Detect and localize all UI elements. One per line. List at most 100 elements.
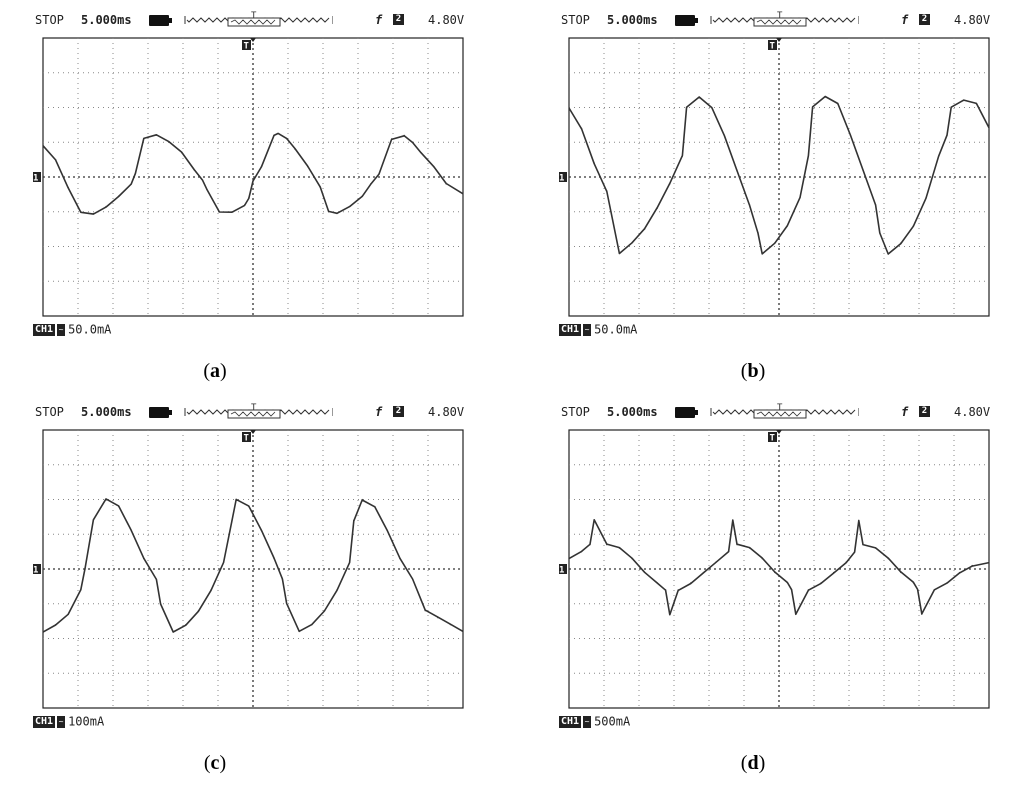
waveform-sample-point: [197, 610, 199, 612]
waveform-sample-point: [938, 155, 940, 157]
waveform-sample-point: [42, 145, 44, 147]
channel-marker-label: 1: [33, 566, 38, 576]
waveform-sample-point: [757, 232, 759, 234]
waveform-sample-point: [732, 519, 734, 521]
panel-caption: (b): [723, 360, 783, 383]
waveform-sample-point: [774, 242, 776, 244]
waveform-sample-point: [252, 179, 254, 182]
waveform-sample-point: [593, 162, 595, 164]
caption-open-paren: (: [203, 360, 210, 382]
acquisition-mode: STOP: [561, 13, 590, 27]
waveform-sample-point: [130, 183, 132, 185]
trigger-channel: 2: [393, 14, 404, 25]
waveform-sample-point: [887, 252, 889, 255]
waveform-sample-point: [370, 183, 372, 185]
dc-coupling-icon: ~: [583, 715, 592, 728]
waveform-sample-point: [445, 183, 447, 185]
trigger-position-icon: [776, 38, 782, 42]
waveform-sample-point: [820, 582, 822, 584]
waveform-sample-point: [420, 152, 422, 154]
waveform-sample-point: [231, 211, 233, 213]
waveform-sample-point: [260, 166, 262, 168]
waveform-sample-point: [307, 166, 309, 168]
waveform-sample-point: [281, 578, 283, 580]
channel-scale: 50.0mA: [594, 322, 638, 337]
waveform-sample-point: [900, 571, 902, 574]
waveform-sample-point: [749, 204, 751, 206]
waveform-sample-point: [774, 571, 776, 574]
waveform-sample-point: [391, 138, 393, 140]
waveform-sample-point: [946, 134, 948, 136]
trigger-marker-icon: [768, 432, 777, 442]
channel-ground-marker-icon: [559, 564, 567, 574]
waveform-sample-point: [143, 138, 145, 140]
acquisition-mode: STOP: [35, 405, 64, 419]
waveform-sample-point: [791, 589, 793, 591]
battery-icon: [675, 15, 698, 26]
waveform-sample-point: [193, 169, 195, 171]
channel-tag: CH1: [33, 323, 56, 336]
waveform-sample-point: [403, 134, 405, 136]
waveform-sample-point: [67, 186, 69, 188]
waveform-sample-point: [807, 155, 809, 157]
caption-close-paren: ): [758, 360, 766, 382]
waveform-sample-point: [420, 599, 422, 601]
waveform-sample-point: [988, 561, 990, 563]
channel-scale: 100mA: [68, 714, 105, 729]
waveform-sample-point: [618, 252, 620, 255]
channel-ground-marker-icon: [33, 172, 41, 182]
battery-icon: [675, 407, 698, 418]
panel-caption: (c): [185, 752, 245, 775]
waveform-sample-point: [807, 589, 809, 591]
trigger-slope: f: [901, 405, 909, 419]
waveform-sample-point: [143, 558, 145, 560]
waveform-sample-point: [833, 571, 835, 574]
waveform-sample-point: [933, 589, 935, 591]
waveform-sample-point: [353, 519, 355, 521]
svg-text:T: T: [777, 403, 783, 413]
waveform-sample-point: [912, 582, 914, 584]
memory-position-icon: T: [710, 11, 859, 27]
waveform-sample-point: [311, 624, 313, 626]
waveform-sample-point: [656, 207, 658, 209]
waveform-sample-point: [644, 571, 646, 574]
waveform-sample-point: [210, 589, 212, 591]
waveform-sample-point: [988, 127, 990, 129]
waveform-sample-point: [336, 212, 338, 215]
acquisition-mode: STOP: [561, 405, 590, 419]
waveform-sample-point: [854, 551, 856, 553]
channel-tag: CH1: [559, 323, 582, 336]
caption-letter: b: [747, 360, 759, 382]
scope-screen: T1: [33, 429, 464, 709]
trigger-level: 4.80V: [428, 13, 465, 27]
trigger-marker-label: T: [244, 434, 250, 444]
waveform-sample-point: [160, 603, 162, 605]
waveform-trace: [568, 95, 990, 255]
waveform-sample-point: [462, 630, 464, 633]
channel-readout: CH1 ~50.0mA: [33, 322, 111, 338]
waveform-sample-point: [581, 551, 583, 553]
waveform-sample-point: [105, 205, 107, 208]
waveform-sample-point: [298, 630, 300, 633]
waveform-sample-point: [449, 624, 451, 626]
waveform-sample-point: [669, 613, 671, 615]
channel-scale: 50.0mA: [68, 322, 112, 337]
waveform-sample-point: [568, 558, 570, 560]
waveform-sample-point: [118, 505, 120, 508]
waveform-sample-point: [618, 547, 620, 549]
waveform-sample-point: [702, 571, 704, 574]
waveform-sample-point: [286, 138, 288, 140]
caption-open-paren: (: [203, 752, 211, 774]
waveform-sample-point: [80, 211, 82, 213]
waveform-sample-point: [386, 530, 388, 532]
waveform-sample-point: [879, 232, 881, 234]
waveform-sample-point: [606, 544, 608, 546]
ac-coupling-icon: ~: [57, 323, 66, 336]
channel-readout: CH1 ~100mA: [33, 714, 104, 730]
acquisition-mode: STOP: [35, 13, 64, 27]
trigger-slope: f: [375, 405, 383, 419]
waveform-sample-point: [349, 205, 351, 208]
waveform-sample-point: [581, 127, 583, 129]
